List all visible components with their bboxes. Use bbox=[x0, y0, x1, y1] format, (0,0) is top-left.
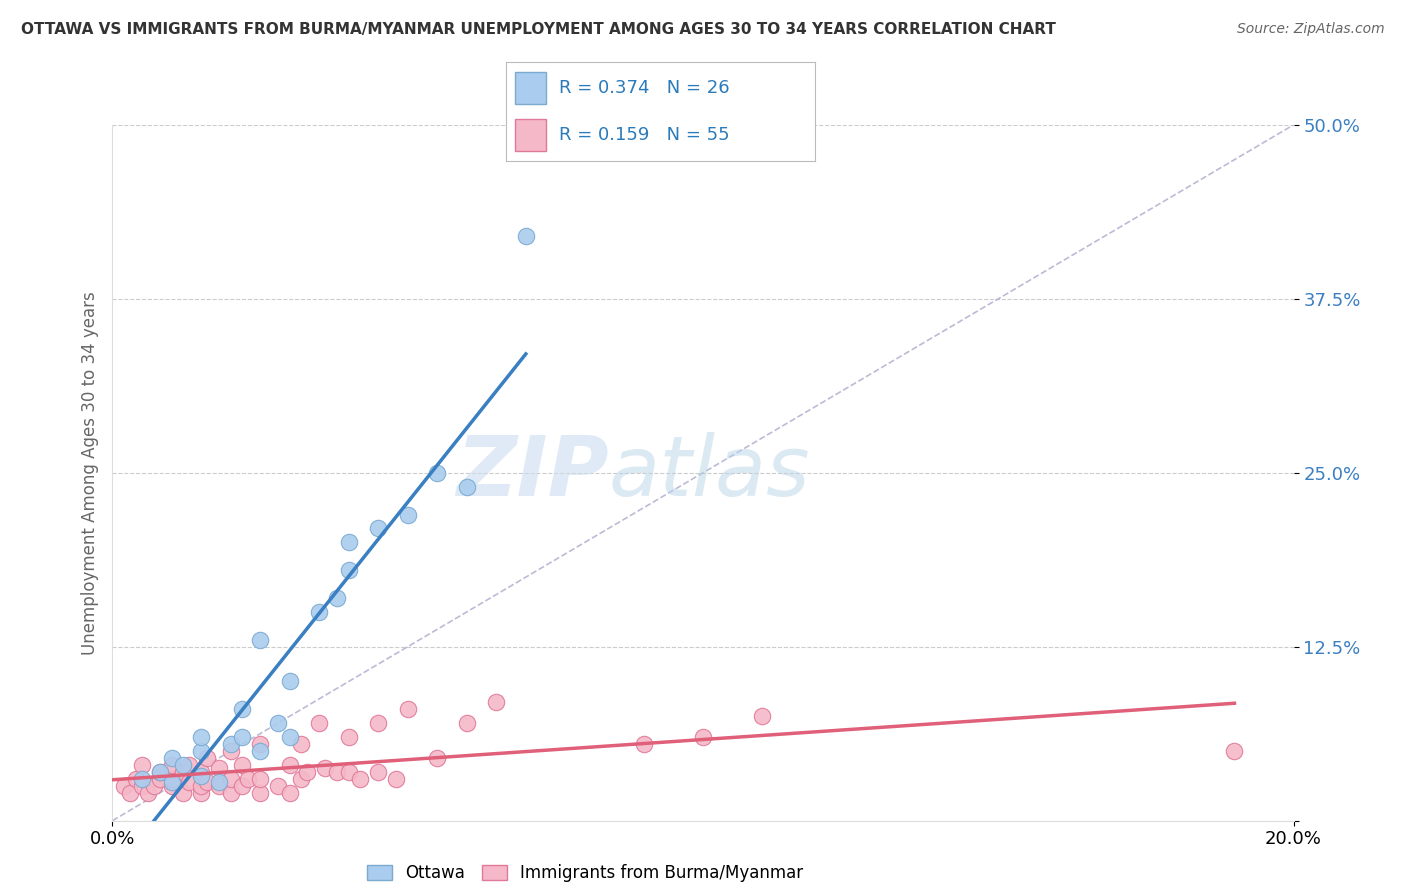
Point bbox=[249, 772, 271, 786]
Point bbox=[120, 786, 142, 800]
Text: Source: ZipAtlas.com: Source: ZipAtlas.com bbox=[1237, 22, 1385, 37]
Point bbox=[308, 716, 330, 731]
Point bbox=[231, 702, 253, 716]
Point bbox=[172, 758, 194, 772]
Point bbox=[208, 774, 231, 789]
Point bbox=[190, 744, 212, 758]
Point bbox=[515, 229, 537, 244]
Point bbox=[131, 758, 153, 772]
Point bbox=[485, 695, 508, 709]
Point bbox=[172, 764, 194, 779]
Point bbox=[278, 674, 301, 689]
Point bbox=[160, 779, 183, 793]
Point bbox=[136, 786, 159, 800]
Point bbox=[278, 786, 301, 800]
Point bbox=[278, 730, 301, 744]
Y-axis label: Unemployment Among Ages 30 to 34 years: Unemployment Among Ages 30 to 34 years bbox=[80, 291, 98, 655]
FancyBboxPatch shape bbox=[516, 120, 547, 151]
Point bbox=[456, 716, 478, 731]
Point bbox=[337, 563, 360, 577]
Point bbox=[385, 772, 408, 786]
Legend: Ottawa, Immigrants from Burma/Myanmar: Ottawa, Immigrants from Burma/Myanmar bbox=[367, 863, 803, 882]
Point bbox=[179, 758, 201, 772]
Point bbox=[195, 751, 218, 765]
Point bbox=[208, 779, 231, 793]
Point bbox=[149, 772, 172, 786]
Point bbox=[633, 737, 655, 751]
Point bbox=[195, 774, 218, 789]
Point bbox=[231, 779, 253, 793]
Point bbox=[396, 508, 419, 522]
Point bbox=[308, 605, 330, 619]
Text: atlas: atlas bbox=[609, 433, 810, 513]
Point bbox=[149, 764, 172, 779]
Point bbox=[131, 779, 153, 793]
Point bbox=[692, 730, 714, 744]
Point bbox=[367, 764, 389, 779]
Point bbox=[326, 591, 349, 605]
Point bbox=[1223, 744, 1246, 758]
Point bbox=[149, 764, 172, 779]
Text: R = 0.374   N = 26: R = 0.374 N = 26 bbox=[558, 79, 730, 97]
Point bbox=[290, 737, 312, 751]
Point bbox=[456, 480, 478, 494]
Point bbox=[426, 466, 449, 480]
Point bbox=[125, 772, 148, 786]
Point bbox=[314, 761, 336, 775]
Text: OTTAWA VS IMMIGRANTS FROM BURMA/MYANMAR UNEMPLOYMENT AMONG AGES 30 TO 34 YEARS C: OTTAWA VS IMMIGRANTS FROM BURMA/MYANMAR … bbox=[21, 22, 1056, 37]
Point bbox=[367, 716, 389, 731]
Point bbox=[208, 761, 231, 775]
Point bbox=[326, 764, 349, 779]
Point bbox=[290, 772, 312, 786]
Point bbox=[367, 521, 389, 535]
Point bbox=[349, 772, 371, 786]
Text: R = 0.159   N = 55: R = 0.159 N = 55 bbox=[558, 126, 730, 144]
Point bbox=[142, 779, 165, 793]
Point bbox=[426, 751, 449, 765]
Point bbox=[219, 772, 242, 786]
Point bbox=[249, 786, 271, 800]
Point bbox=[297, 764, 319, 779]
Point bbox=[160, 774, 183, 789]
Point bbox=[190, 769, 212, 783]
Text: ZIP: ZIP bbox=[456, 433, 609, 513]
Point bbox=[249, 737, 271, 751]
Point bbox=[219, 737, 242, 751]
Point bbox=[396, 702, 419, 716]
Point bbox=[249, 744, 271, 758]
Point bbox=[337, 535, 360, 549]
Point bbox=[278, 758, 301, 772]
Point bbox=[337, 730, 360, 744]
Point bbox=[219, 786, 242, 800]
Point bbox=[160, 758, 183, 772]
Point bbox=[238, 772, 260, 786]
Point bbox=[267, 779, 290, 793]
Point bbox=[160, 772, 183, 786]
Point bbox=[219, 744, 242, 758]
Point bbox=[231, 730, 253, 744]
Point bbox=[112, 779, 135, 793]
FancyBboxPatch shape bbox=[516, 72, 547, 103]
Point bbox=[267, 716, 290, 731]
Point bbox=[190, 730, 212, 744]
Point bbox=[751, 709, 773, 723]
Point bbox=[190, 786, 212, 800]
Point bbox=[160, 751, 183, 765]
Point bbox=[231, 758, 253, 772]
Point bbox=[131, 772, 153, 786]
Point bbox=[190, 779, 212, 793]
Point bbox=[179, 774, 201, 789]
Point bbox=[190, 764, 212, 779]
Point bbox=[337, 764, 360, 779]
Point bbox=[172, 786, 194, 800]
Point bbox=[249, 632, 271, 647]
